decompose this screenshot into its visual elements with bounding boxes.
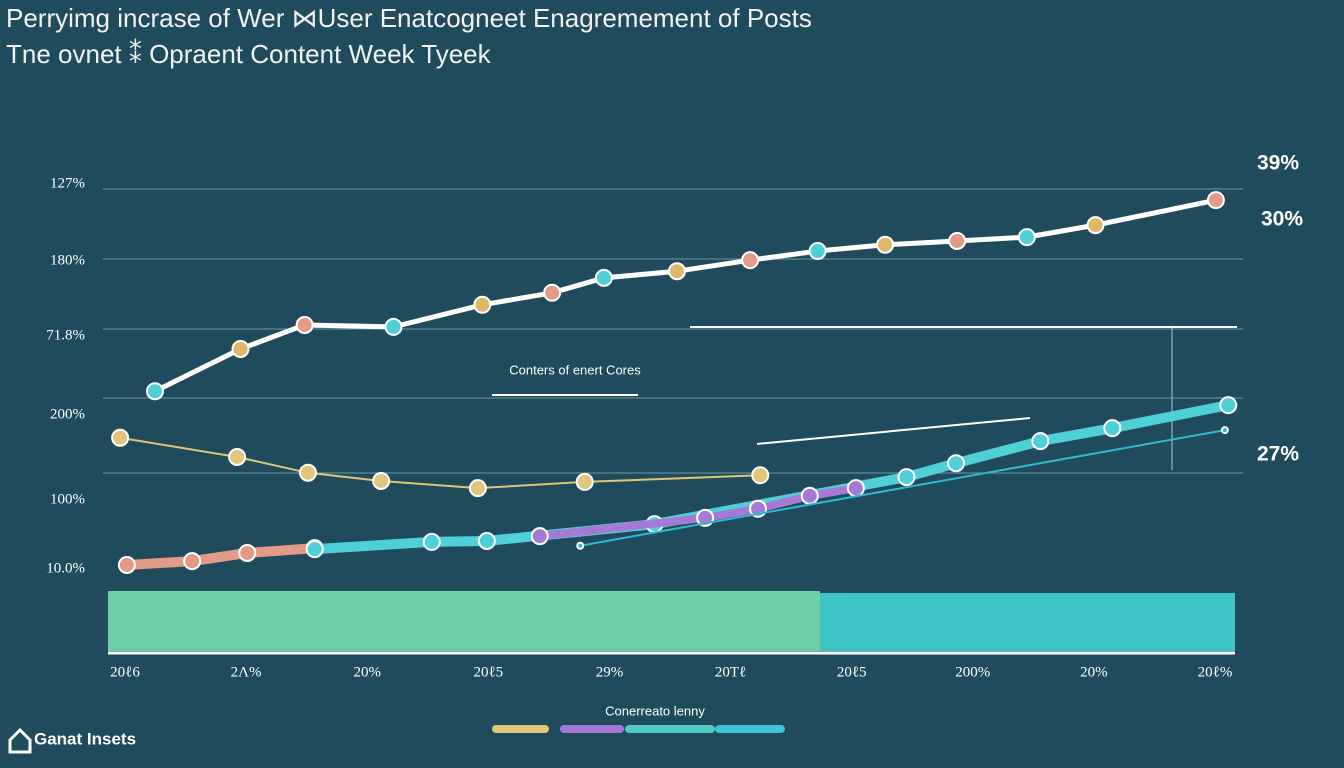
point	[808, 242, 827, 261]
x-tick-label: 29%	[596, 664, 624, 680]
point	[422, 532, 441, 551]
point	[530, 527, 549, 546]
reference-line	[756, 417, 1031, 445]
x-tick-label: 20%	[1080, 664, 1108, 680]
point	[800, 486, 819, 505]
series-line	[152, 197, 1219, 394]
point	[897, 468, 916, 487]
point	[231, 339, 250, 358]
point	[295, 315, 314, 334]
point	[543, 283, 562, 302]
x-tick-label: 20ℓ5	[473, 664, 503, 680]
y-label: 10.0%	[46, 560, 85, 576]
point	[299, 463, 317, 482]
annotation: 27%	[1257, 443, 1299, 466]
series-line	[119, 436, 762, 490]
point	[948, 231, 967, 250]
series-line	[309, 400, 1234, 555]
point	[228, 447, 247, 466]
brand-icon	[8, 727, 32, 754]
point	[846, 479, 865, 498]
point	[668, 262, 686, 281]
y-label: 71.8%	[46, 327, 85, 343]
point	[1086, 216, 1105, 235]
y-label: 100%	[50, 491, 85, 507]
point	[468, 479, 487, 498]
annotation: 30%	[1261, 208, 1303, 231]
x-tick-label: 20Tℓ	[715, 664, 746, 680]
legend-swatch	[560, 725, 624, 733]
area-band	[108, 591, 820, 651]
x-tick-label: 200%	[955, 664, 990, 680]
x-tick-label: 20%	[353, 664, 381, 680]
point	[751, 466, 770, 485]
point	[183, 552, 202, 571]
point	[146, 382, 164, 401]
x-tick-label: 20ℓ5	[837, 664, 867, 680]
series-line	[579, 429, 1226, 547]
annotation: 39%	[1257, 152, 1299, 175]
point	[384, 317, 403, 336]
area-band	[820, 593, 1235, 651]
point	[741, 251, 760, 270]
y-label: 180%	[50, 252, 85, 268]
point	[117, 555, 136, 574]
brand: Ganat Insets	[34, 729, 136, 748]
legend-title: Conerreato lenny	[605, 703, 705, 718]
x-tick-label: 20ℓ%	[1198, 664, 1233, 680]
x-tick-label: 20ℓ6	[110, 664, 140, 680]
point	[1220, 426, 1229, 435]
chart-title: Perryimg incrase of Wer ⋈User Enatcognee…	[6, 3, 812, 33]
inner-label: Conters of enert Cores	[509, 362, 641, 377]
series-line	[121, 543, 320, 570]
x-tick-label: 2Λ%	[231, 664, 262, 680]
point	[477, 531, 496, 550]
point	[111, 428, 130, 447]
legend-swatch	[492, 725, 549, 733]
point	[1017, 228, 1036, 247]
point	[594, 268, 613, 287]
point	[305, 540, 324, 559]
point	[876, 235, 895, 254]
point	[372, 471, 391, 490]
point	[947, 454, 965, 473]
point	[1103, 419, 1122, 438]
legend-swatch	[625, 725, 715, 733]
point	[473, 295, 492, 314]
point	[238, 543, 257, 562]
point	[1206, 191, 1225, 210]
point	[575, 472, 594, 491]
y-label: 200%	[50, 406, 85, 422]
legend-swatch	[715, 725, 785, 733]
point	[1031, 432, 1050, 451]
y-label: 127%	[50, 175, 85, 191]
point	[576, 541, 585, 550]
point	[1219, 396, 1238, 415]
chart-subtitle: Tne ovnet ⁑ Opraent Content Week Tyeek	[6, 39, 492, 69]
